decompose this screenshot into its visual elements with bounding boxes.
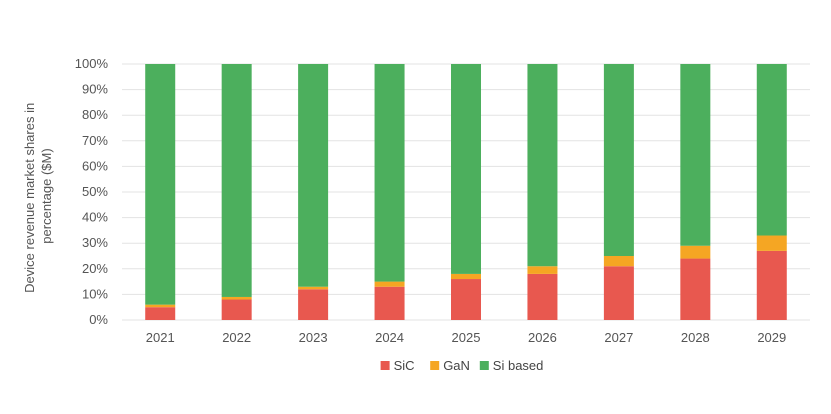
x-tick-label: 2023 — [299, 330, 328, 345]
bar-segment-gan-2021 — [145, 304, 176, 308]
bar-segment-gan-2022 — [221, 296, 252, 300]
y-tick-label: 0% — [89, 312, 108, 327]
y-tick-label: 100% — [75, 56, 109, 71]
y-tick-label: 20% — [82, 261, 108, 276]
bar-segment-gan-2023 — [298, 286, 329, 290]
y-tick-label: 80% — [82, 107, 108, 122]
y-tick-label: 90% — [82, 82, 108, 97]
bar-segment-gan-2029 — [756, 235, 787, 251]
x-tick-label: 2022 — [222, 330, 251, 345]
legend-label-gan: GaN — [443, 358, 470, 373]
bar-segment-sic-2024 — [374, 286, 405, 320]
legend-label-sic: SiC — [394, 358, 415, 373]
x-tick-label: 2025 — [452, 330, 481, 345]
bar-segment-sic-2028 — [680, 258, 711, 320]
legend: SiC GaN Si based — [380, 358, 544, 373]
bar-segment-gan-2024 — [374, 281, 405, 287]
bar-segment-sic-2023 — [298, 289, 329, 320]
bar-segment-sic-2021 — [145, 307, 176, 320]
y-axis-label-line-1: Device revenue market shares in — [22, 103, 37, 293]
x-tick-label: 2027 — [604, 330, 633, 345]
bar-segment-gan-2026 — [527, 266, 558, 274]
bar-segment-sic-2027 — [603, 266, 634, 320]
x-tick-label: 2024 — [375, 330, 404, 345]
y-tick-label: 60% — [82, 158, 108, 173]
bar-segment-gan-2027 — [603, 256, 634, 267]
y-axis-label: Device revenue market shares in percenta… — [22, 99, 54, 293]
bar-segment-si-based-2021 — [145, 64, 176, 305]
bar-segment-si-based-2027 — [603, 64, 634, 256]
bar-segment-si-based-2023 — [298, 64, 329, 287]
bar-segment-si-based-2025 — [451, 64, 481, 274]
bar-segment-sic-2025 — [451, 279, 481, 320]
bar-segment-si-based-2028 — [680, 64, 711, 246]
y-axis-tick-labels: 0% 10% 20% 30% 40% 50% 60% 70% 80% 90% 100% — [75, 56, 109, 327]
bar-segment-sic-2026 — [527, 273, 558, 320]
bar-segment-si-based-2029 — [756, 64, 787, 236]
legend-swatch-gan — [430, 361, 440, 370]
x-tick-label: 2029 — [757, 330, 786, 345]
legend-label-si-based: Si based — [493, 358, 544, 373]
y-tick-label: 50% — [82, 184, 108, 199]
x-tick-label: 2021 — [146, 330, 175, 345]
bar-segment-gan-2025 — [451, 273, 481, 280]
y-tick-label: 10% — [82, 286, 108, 301]
y-axis-label-line-2: percentage ($M) — [39, 148, 54, 243]
x-axis-tick-labels: 2021 2022 2023 2024 2025 2026 2027 2028 2029 — [146, 330, 786, 345]
bar-segment-si-based-2024 — [374, 64, 405, 282]
bar-segment-si-based-2022 — [221, 64, 252, 297]
y-tick-label: 40% — [82, 210, 108, 225]
legend-swatch-sic — [380, 361, 390, 370]
y-tick-label: 30% — [82, 235, 108, 250]
bar-segment-sic-2029 — [756, 250, 787, 320]
x-tick-label: 2028 — [681, 330, 710, 345]
x-tick-label: 2026 — [528, 330, 557, 345]
bar-segment-sic-2022 — [221, 299, 252, 320]
bars — [145, 64, 787, 320]
legend-swatch-si-based — [479, 361, 489, 370]
bar-segment-si-based-2026 — [527, 64, 558, 267]
y-tick-label: 70% — [82, 133, 108, 148]
bar-segment-gan-2028 — [680, 245, 711, 259]
